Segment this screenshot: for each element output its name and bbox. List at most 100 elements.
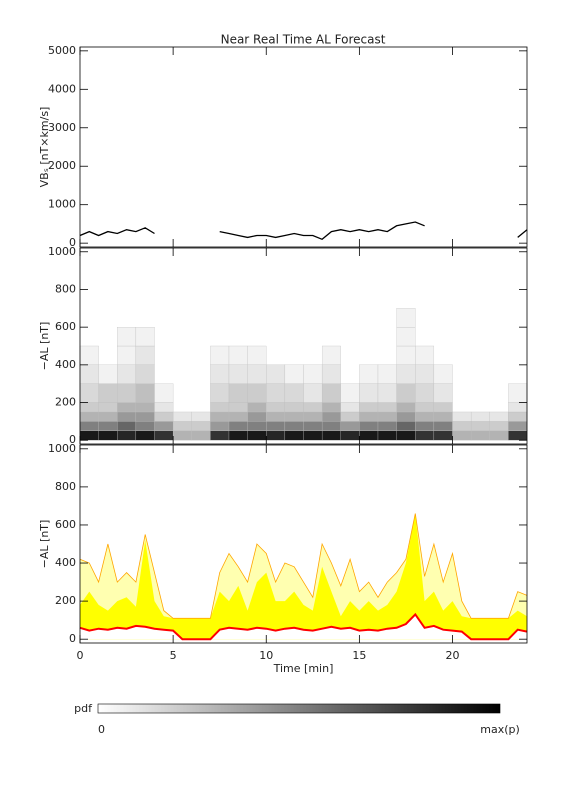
pdf-cell [415, 411, 435, 422]
pdf-cell [79, 402, 99, 413]
y-tick-label: 200 [55, 594, 76, 607]
pdf-cell [359, 421, 379, 431]
plot-frame [79, 444, 528, 644]
pdf-cell [135, 411, 155, 422]
pdf-cell [266, 421, 286, 431]
pdf-cell [79, 421, 99, 431]
quartile-area [80, 513, 527, 640]
pdf-cell [154, 421, 174, 431]
pdf-cell [433, 383, 453, 403]
pdf-cell [284, 383, 304, 403]
pdf-cell [98, 430, 118, 441]
pdf-cell [359, 430, 379, 441]
pdf-cell [284, 421, 304, 431]
pdf-cell [247, 402, 267, 413]
pdf-cell [452, 421, 472, 431]
pdf-cell [191, 430, 211, 441]
plot-frame [79, 247, 528, 445]
pdf-cell [117, 327, 137, 347]
pdf-cell [489, 411, 509, 422]
pdf-cell [303, 430, 323, 441]
pdf-cell [284, 430, 304, 441]
pdf-cell [117, 430, 137, 441]
pdf-cell [98, 383, 118, 403]
pdf-cell [154, 411, 174, 422]
pdf-cell [79, 345, 99, 365]
pdf-cell [340, 402, 360, 413]
y-axis-label: −AL [nT] [38, 520, 51, 569]
pdf-cell [247, 383, 267, 403]
y-tick-label: 0 [69, 236, 76, 249]
pdf-cell [377, 430, 397, 441]
pdf-cell [470, 411, 490, 422]
pdf-cell [210, 402, 230, 413]
pdf-cell [303, 402, 323, 413]
pdf-cell [117, 411, 137, 422]
pdf-cell [228, 364, 248, 384]
pdf-cell [321, 411, 341, 422]
pdf-cell [191, 411, 211, 422]
pdf-cell [415, 345, 435, 365]
pdf-cell [433, 411, 453, 422]
y-axis-label: VBₛ [nT×km/s] [38, 107, 51, 188]
pdf-cell [396, 383, 416, 403]
pdf-cell [228, 430, 248, 441]
y-tick-label: 1000 [48, 245, 76, 258]
pdf-cell [303, 383, 323, 403]
pdf-cell [266, 364, 286, 384]
pdf-cell [135, 402, 155, 413]
pdf-cell [135, 364, 155, 384]
pdf-cell [266, 411, 286, 422]
y-tick-label: 4000 [48, 82, 76, 95]
pdf-cell [247, 364, 267, 384]
pdf-cell [396, 364, 416, 384]
pdf-cell [415, 383, 435, 403]
pdf-cell [79, 364, 99, 384]
pdf-cell [377, 402, 397, 413]
pdf-cell [247, 345, 267, 365]
pdf-cell [359, 383, 379, 403]
pdf-cell [117, 402, 137, 413]
pdf-cell [228, 402, 248, 413]
below-median [80, 614, 527, 640]
pdf-cell [228, 383, 248, 403]
pdf-cell [172, 421, 192, 431]
x-tick-label: 20 [446, 649, 460, 662]
y-tick-label: 0 [69, 433, 76, 446]
pdf-cell [117, 345, 137, 365]
pdf-cell [321, 430, 341, 441]
pdf-cell [98, 402, 118, 413]
pdf-cell [135, 421, 155, 431]
pdf-cell [396, 430, 416, 441]
pdf-cell [135, 383, 155, 403]
pdf-cell [340, 383, 360, 403]
pdf-cell [79, 383, 99, 403]
y-tick-label: 600 [55, 320, 76, 333]
pdf-cell [154, 430, 174, 441]
pdf-cell [340, 421, 360, 431]
pdf-cell [470, 430, 490, 441]
pdf-cell [415, 364, 435, 384]
pdf-cell [135, 327, 155, 347]
y-tick-label: 1000 [48, 442, 76, 455]
pdf-cell [79, 411, 99, 422]
pdf-cell [489, 430, 509, 441]
pdf-cell [396, 421, 416, 431]
pdf-cell [154, 402, 174, 413]
pdf-cell [303, 364, 323, 384]
pdf-cell [433, 430, 453, 441]
x-tick-label: 15 [352, 649, 366, 662]
pdf-cell [172, 411, 192, 422]
pdf-cell [433, 421, 453, 431]
pdf-cell [415, 402, 435, 413]
pdf-cell [321, 383, 341, 403]
pdf-cell [452, 430, 472, 441]
colorbar-tick-label: 0 [98, 723, 105, 736]
pdf-cell [303, 411, 323, 422]
pdf-cell [359, 411, 379, 422]
pdf-cell [117, 421, 137, 431]
pdf-cell [303, 421, 323, 431]
pdf-cell [508, 421, 528, 431]
pdf-cell [377, 383, 397, 403]
